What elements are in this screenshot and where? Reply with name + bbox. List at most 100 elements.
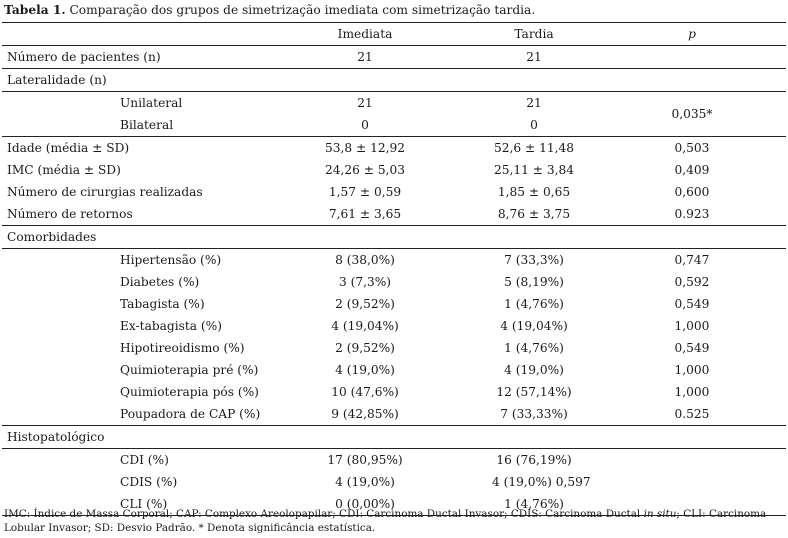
cell-tardia: 5 (8,19%)	[504, 275, 564, 289]
cell-p	[598, 449, 786, 472]
cell-p: 0,409	[674, 163, 710, 177]
cell-p: 0,549	[674, 341, 710, 355]
cell-tardia: 21	[526, 96, 542, 110]
cell-p: 1,000	[674, 319, 710, 333]
cell-tardia: 1 (4,76%)	[504, 341, 564, 355]
table-caption: Tabela 1. Comparação dos grupos de simet…	[4, 3, 535, 17]
section-histopatologico: Histopatológico	[2, 425, 786, 449]
cell-tardia: 7 (33,33%)	[470, 403, 598, 426]
cell-imediata: 4 (19,04%)	[331, 319, 399, 333]
cell-p-lateralidade: 0,035*	[598, 91, 786, 137]
table-section-row: Lateralidade (n)	[2, 68, 786, 92]
table-caption-text: Comparação dos grupos de simetrização im…	[65, 3, 536, 17]
cell-imediata: 4 (19,0%)	[335, 475, 395, 489]
row-label: Tabagista (%)	[120, 297, 205, 311]
row-label: Número de pacientes (n)	[2, 45, 260, 69]
cell-p: 0,592	[674, 275, 710, 289]
row-label: Número de retornos	[2, 203, 260, 226]
table-row: Ex-tabagista (%) 4 (19,04%) 4 (19,04%) 1…	[2, 315, 786, 337]
cell-imediata: 0 (0,00%)	[260, 493, 470, 516]
cell-imediata: 53,8 ± 12,92	[325, 141, 405, 155]
cell-tardia: 25,11 ± 3,84	[494, 163, 574, 177]
table-row: IMC (média ± SD) 24,26 ± 5,03 25,11 ± 3,…	[2, 159, 786, 181]
cell-p: 1,000	[674, 363, 710, 377]
cell-imediata: 2 (9,52%)	[335, 341, 395, 355]
table-footnote: IMC: Índice de Massa Corporal; CAP: Comp…	[4, 507, 784, 535]
row-label: Número de cirurgias realizadas	[7, 185, 203, 199]
table-row: Número de retornos 7,61 ± 3,65 8,76 ± 3,…	[2, 203, 786, 226]
cell-p	[598, 45, 786, 69]
cell-tardia: 8,76 ± 3,75	[470, 203, 598, 226]
cell-p: 0,549	[674, 297, 710, 311]
section-comorbidades: Comorbidades	[2, 225, 786, 249]
cell-p: 0.923	[598, 203, 786, 226]
comparison-table: Imediata Tardia p Número de pacientes (n…	[2, 22, 786, 516]
cell-imediata: 0	[260, 114, 470, 137]
cell-imediata: 24,26 ± 5,03	[325, 163, 405, 177]
row-label: Ex-tabagista (%)	[120, 319, 222, 333]
table-row: Idade (média ± SD) 53,8 ± 12,92 52,6 ± 1…	[2, 137, 786, 160]
table-row: Quimioterapia pré (%) 4 (19,0%) 4 (19,0%…	[2, 359, 786, 381]
table-row: Diabetes (%) 3 (7,3%) 5 (8,19%) 0,592	[2, 271, 786, 293]
table-row: Hipotireoidismo (%) 2 (9,52%) 1 (4,76%) …	[2, 337, 786, 359]
header-p: p	[598, 22, 786, 46]
cell-imediata: 21	[357, 96, 373, 110]
cell-tardia: 16 (76,19%)	[496, 453, 572, 467]
cell-tardia: 52,6 ± 11,48	[494, 141, 574, 155]
cell-tardia: 1 (4,76%)	[504, 297, 564, 311]
table-header-row: Imediata Tardia p	[2, 22, 786, 46]
cell-imediata: 2 (9,52%)	[335, 297, 395, 311]
section-lateralidade: Lateralidade (n)	[2, 68, 786, 92]
cell-p	[598, 493, 786, 516]
row-label: CLI (%)	[2, 493, 260, 516]
row-label: CDI (%)	[120, 453, 169, 467]
header-imediata: Imediata	[260, 22, 470, 46]
footnote-part2: ; CLI: Carcinoma Lobular Invasor; SD: De…	[4, 508, 767, 534]
cell-tardia: 4 (19,0%) 0,597	[492, 475, 591, 489]
table-row: Bilateral 0 0	[2, 114, 786, 137]
table-row: Número de pacientes (n) 21 21	[2, 45, 786, 69]
cell-p: 0.525	[598, 403, 786, 426]
cell-tardia: 4 (19,04%)	[500, 319, 568, 333]
row-label: Bilateral	[2, 114, 260, 137]
table-caption-label: Tabela 1.	[4, 3, 66, 17]
cell-tardia: 0	[470, 114, 598, 137]
row-label: Idade (média ± SD)	[7, 141, 130, 155]
cell-tardia: 21	[470, 45, 598, 69]
cell-tardia: 4 (19,0%)	[504, 363, 564, 377]
row-label: Quimioterapia pós (%)	[120, 385, 259, 399]
cell-tardia: 1 (4,76%)	[470, 493, 598, 516]
cell-tardia: 1,85 ± 0,65	[497, 185, 571, 199]
cell-tardia: 12 (57,14%)	[496, 385, 572, 399]
table-row: Quimioterapia pós (%) 10 (47,6%) 12 (57,…	[2, 381, 786, 403]
row-label: Diabetes (%)	[120, 275, 200, 289]
row-label: Quimioterapia pré (%)	[120, 363, 259, 377]
table-row: CLI (%) 0 (0,00%) 1 (4,76%)	[2, 493, 786, 516]
table-row: Unilateral 21 21 0,035*	[2, 91, 786, 137]
cell-p: 1,000	[674, 385, 710, 399]
table-row: Poupadora de CAP (%) 9 (42,85%) 7 (33,33…	[2, 403, 786, 426]
footnote-in-situ: in situ	[643, 508, 677, 520]
cell-tardia: 7 (33,3%)	[504, 253, 564, 267]
table-row: CDIS (%) 4 (19,0%) 4 (19,0%) 0,597	[2, 471, 786, 493]
cell-imediata: 17 (80,95%)	[327, 453, 403, 467]
row-label: CDIS (%)	[120, 475, 178, 489]
cell-imediata: 10 (47,6%)	[331, 385, 399, 399]
cell-imediata: 3 (7,3%)	[338, 275, 392, 289]
row-label: Hipotireoidismo (%)	[120, 341, 245, 355]
cell-imediata: 8 (38,0%)	[335, 253, 395, 267]
header-blank	[2, 22, 260, 46]
cell-p: 0,747	[674, 253, 710, 267]
row-label: IMC (média ± SD)	[7, 163, 121, 177]
cell-imediata: 7,61 ± 3,65	[260, 203, 470, 226]
header-tardia: Tardia	[470, 22, 598, 46]
cell-imediata: 21	[260, 45, 470, 69]
cell-p: 0,503	[674, 141, 710, 155]
cell-imediata: 1,57 ± 0,59	[328, 185, 402, 199]
row-label: Hipertensão (%)	[120, 253, 222, 267]
cell-imediata: 9 (42,85%)	[260, 403, 470, 426]
cell-imediata: 4 (19,0%)	[335, 363, 395, 377]
table-row: Número de cirurgias realizadas 1,57 ± 0,…	[2, 181, 786, 203]
cell-p: 0,600	[674, 185, 710, 199]
row-label: Poupadora de CAP (%)	[2, 403, 260, 426]
